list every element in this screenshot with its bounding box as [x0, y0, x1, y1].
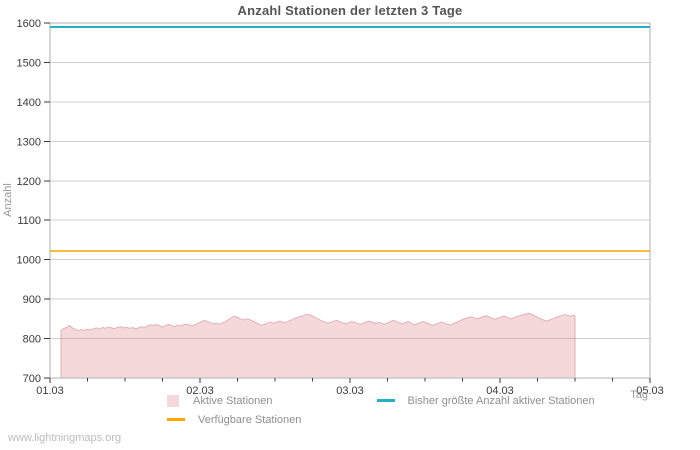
- chart-legend: Aktive Stationen Bisher größte Anzahl ak…: [167, 391, 595, 429]
- y-tick-label: 1200: [17, 176, 41, 188]
- aktive-stationen-swatch: [167, 394, 179, 407]
- y-tick-label: 900: [23, 294, 41, 306]
- legend-label-verfuegbare-stationen: Verfügbare Stationen: [198, 413, 302, 426]
- y-tick-label: 700: [23, 373, 41, 385]
- watermark: www.lightningmaps.org: [8, 432, 122, 444]
- x-axis-title: Tag: [630, 389, 648, 401]
- x-tick-label: 03.03: [336, 385, 364, 397]
- y-tick-label: 1500: [17, 57, 41, 69]
- y-tick-label: 1000: [17, 255, 41, 267]
- chart-title: Anzahl Stationen der letzten 3 Tage: [237, 3, 463, 18]
- legend-row-1: Aktive Stationen Bisher größte Anzahl ak…: [167, 391, 595, 410]
- legend-row-2: Verfügbare Stationen: [167, 410, 595, 429]
- legend-label-aktive-stationen: Aktive Stationen: [193, 394, 273, 407]
- x-tick-label: 02.03: [186, 385, 214, 397]
- x-tick-label: 05.03: [636, 385, 664, 397]
- y-tick-label: 1400: [17, 97, 41, 109]
- y-tick-label: 1300: [17, 136, 41, 148]
- x-tick-label: 04.03: [486, 385, 514, 397]
- x-tick-label: 01.03: [36, 385, 64, 397]
- y-tick-label: 1100: [17, 215, 41, 227]
- aktive-stationen-area: [60, 312, 576, 379]
- y-tick-label: 800: [23, 334, 41, 346]
- verfuegbare-stationen-line-swatch: [167, 418, 185, 421]
- max-aktive-stationen-line-swatch: [376, 399, 395, 402]
- axis-ticks: [44, 22, 651, 383]
- legend-label-max-aktive-stationen: Bisher größte Anzahl aktiver Stationen: [407, 394, 595, 407]
- y-tick-label: 1600: [17, 18, 41, 30]
